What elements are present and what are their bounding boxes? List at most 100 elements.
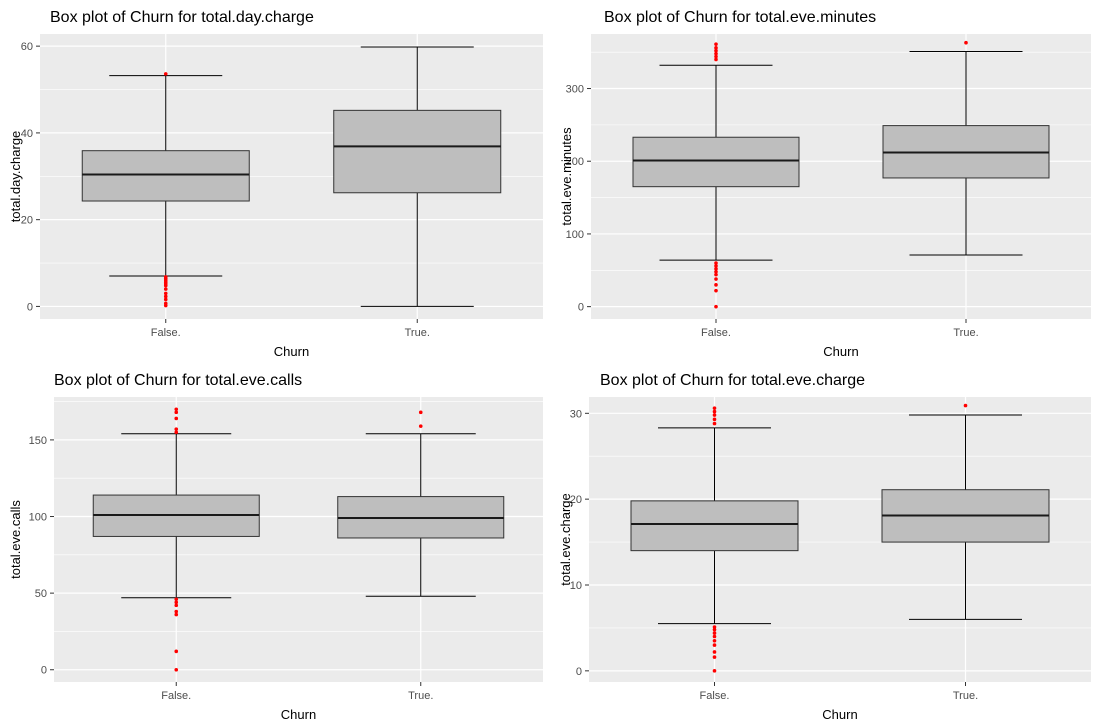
chart-title: Box plot of Churn for total.day.charge [50,9,314,26]
outlier-point [163,291,168,296]
y-tick-label: 20 [21,215,33,227]
outlier-point [712,638,717,643]
outlier-point [418,410,423,415]
outlier-point [174,667,179,672]
outlier-point [963,403,968,408]
outlier-point [174,612,179,617]
chart-title: Box plot of Churn for total.eve.calls [54,372,302,389]
x-axis-title: Churn [823,344,858,359]
outlier-point [174,416,179,421]
outlier-point [174,430,179,435]
x-tick-label: False. [161,690,191,702]
outlier-point [712,413,717,417]
outlier-point [712,627,717,632]
outlier-point [712,634,717,639]
chart-title: Box plot of Churn for total.eve.charge [600,372,865,389]
outlier-point [714,57,718,62]
y-tick-label: 0 [27,301,33,313]
y-tick-label: 0 [576,666,582,678]
iqr-box [81,150,250,202]
x-tick-label: True. [408,690,433,702]
outlier-point [714,261,718,265]
outlier-point [714,283,718,287]
y-tick-label: 60 [21,41,33,53]
outlier-point [174,603,179,608]
outlier-point [174,609,179,614]
outlier-point [174,597,179,602]
outlier-point [964,40,968,45]
y-tick-label: 100 [29,512,47,524]
box-false [630,406,799,673]
outlier-point [174,407,179,412]
outlier-point [174,427,179,431]
outlier-point [163,303,168,308]
outlier-point [174,649,179,654]
x-tick-label: True. [953,327,978,339]
y-axis-title: total.eve.minutes [559,127,574,226]
y-tick-label: 100 [566,229,584,241]
outlier-point [714,304,718,309]
outlier-point [712,417,717,422]
outlier-point [174,600,179,605]
y-tick-label: 0 [578,302,584,314]
box-true [882,40,1050,256]
y-tick-label: 50 [35,588,47,600]
outlier-point [174,410,179,415]
outlier-point [714,269,718,274]
x-tick-label: True. [405,327,430,339]
outlier-point [712,625,717,629]
iqr-box [630,500,799,552]
outlier-point [163,287,168,291]
outlier-point [163,283,168,288]
outlier-point [714,42,718,46]
outlier-point [163,297,168,302]
box-false [81,72,250,308]
chart-panel-1: 0 20 40 60 False. True. Box plot of Churn for … [8,9,543,359]
x-axis-title: Churn [281,707,316,722]
y-tick-label: 150 [29,435,47,447]
outlier-point [712,406,717,410]
outlier-point [714,46,718,50]
outlier-point [712,650,717,654]
box-false [92,407,260,672]
y-tick-label: 30 [570,408,582,420]
x-tick-label: False. [151,327,181,339]
chart-panel-4: 0 10 20 30 False. True. Box plot of Churn for … [558,372,1091,722]
outlier-point [418,424,423,428]
outlier-point [712,409,717,414]
x-axis-title: Churn [274,344,309,359]
plot-panel [54,397,543,682]
y-tick-label: 200 [566,156,584,168]
x-tick-label: False. [700,690,730,702]
box-false [632,42,800,309]
outlier-point [714,267,718,271]
iqr-box [333,109,502,194]
outlier-point [714,272,718,277]
outlier-point [714,264,718,268]
x-tick-label: True. [953,690,978,702]
box-true [337,410,505,597]
outlier-point [163,72,168,76]
outlier-point [712,655,717,659]
y-tick-label: 20 [570,494,582,506]
x-tick-label: False. [701,327,731,339]
box-true [881,403,1050,620]
outlier-point [714,48,718,53]
y-tick-label: 300 [566,84,584,96]
outlier-point [714,54,718,59]
y-tick-label: 0 [41,665,47,677]
y-tick-label: 10 [570,580,582,592]
chart-panel-2: 0 100 200 300 False. True. Box plot of Churn f… [559,9,1091,359]
outlier-point [714,288,718,293]
outlier-point [163,294,168,299]
y-tick-label: 40 [21,128,33,140]
outlier-point [712,421,717,426]
outlier-point [712,669,717,673]
iqr-box [632,136,800,188]
chart-panel-3: 0 50 100 150 False. True. Box plot of Churn fo… [8,372,543,722]
y-axis-title: total.eve.calls [8,500,23,579]
box-true [333,46,502,307]
y-axis-title: total.day.charge [8,131,23,223]
y-axis-title: total.eve.charge [558,493,573,586]
